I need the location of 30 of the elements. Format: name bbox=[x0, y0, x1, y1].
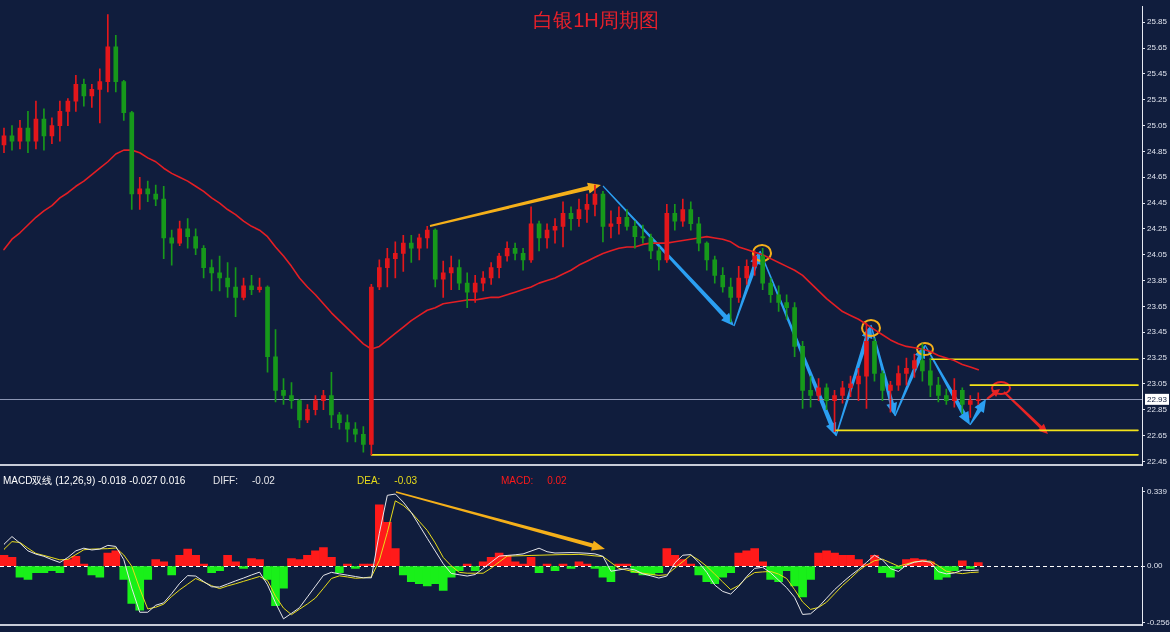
text: DIFF: bbox=[213, 474, 238, 486]
text: -0.02 bbox=[252, 474, 276, 486]
text: 0.02 bbox=[547, 474, 568, 486]
y-tick-label: 22.85 bbox=[1147, 404, 1168, 414]
y-tick-label: -0.256 bbox=[1147, 617, 1170, 627]
y-tick-label: 25.65 bbox=[1147, 43, 1168, 53]
y-tick-label: 25.45 bbox=[1147, 69, 1168, 79]
y-tick-label: 24.65 bbox=[1147, 172, 1168, 182]
y-tick-label: 24.25 bbox=[1147, 224, 1168, 234]
chart-title: 白银1H周期图 bbox=[533, 9, 659, 32]
chart-title: MACD双线 (12,26,9) -0.018 -0.027 0.016 bbox=[3, 474, 186, 486]
y-tick-label: 0.339 bbox=[1147, 487, 1168, 497]
y-tick-label: 22.65 bbox=[1147, 430, 1168, 440]
text: -0.03 bbox=[394, 474, 418, 486]
y-tick-label: 23.25 bbox=[1147, 353, 1168, 363]
text: DEA: bbox=[357, 474, 381, 486]
y-tick-label: 23.45 bbox=[1147, 327, 1168, 337]
y-tick-label: 25.85 bbox=[1147, 17, 1168, 27]
y-tick-label: 23.85 bbox=[1147, 275, 1168, 285]
y-tick-label: 23.05 bbox=[1147, 379, 1168, 389]
y-tick-label: 25.25 bbox=[1147, 94, 1168, 104]
y-tick-label: 23.65 bbox=[1147, 301, 1168, 311]
y-tick-label: 24.05 bbox=[1147, 249, 1168, 259]
y-tick-label: 0.00 bbox=[1147, 561, 1164, 571]
text: MACD: bbox=[501, 474, 534, 486]
y-tick-label: 24.85 bbox=[1147, 146, 1168, 156]
y-tick-label: 22.45 bbox=[1147, 456, 1168, 466]
ref-line-label: 22.93 bbox=[1147, 395, 1168, 405]
y-tick-label: 24.45 bbox=[1147, 198, 1168, 208]
y-tick-label: 25.05 bbox=[1147, 120, 1168, 130]
